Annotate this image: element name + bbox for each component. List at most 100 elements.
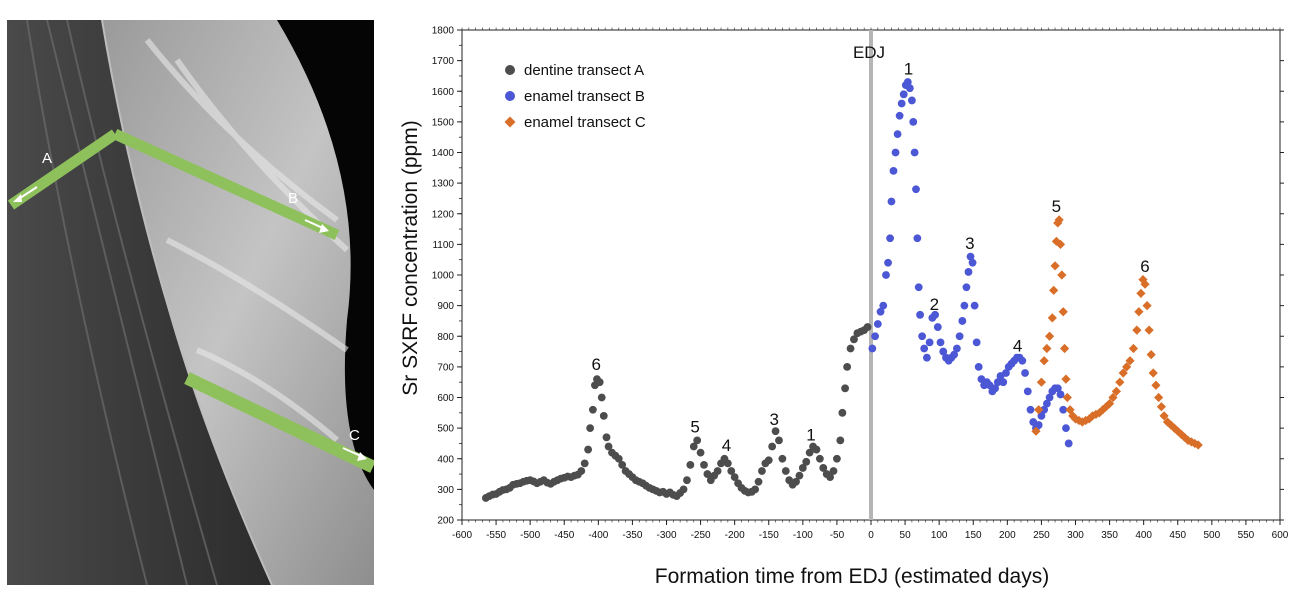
data-point xyxy=(604,442,613,451)
data-point xyxy=(876,307,885,316)
data-point xyxy=(1037,411,1046,420)
data-point xyxy=(850,335,858,344)
data-point xyxy=(1039,356,1049,366)
data-point xyxy=(795,471,804,480)
data-point xyxy=(966,252,975,261)
data-point xyxy=(910,148,919,157)
data-point xyxy=(1049,285,1059,295)
data-point xyxy=(599,411,608,420)
data-point xyxy=(958,317,967,325)
data-point xyxy=(683,476,691,485)
data-point xyxy=(618,460,627,469)
data-point xyxy=(758,467,766,475)
data-point xyxy=(781,467,790,475)
peak-label: 2 xyxy=(930,295,939,314)
peak-annotations: 1 2 3 4 5 6 6 5 4 3 1 xyxy=(592,59,1150,455)
y-axis-title: Sr SXRF concentration (ppm) xyxy=(399,120,422,395)
data-point xyxy=(703,470,712,478)
data-point xyxy=(972,338,981,347)
x-tick-label: 550 xyxy=(1238,530,1255,541)
data-point xyxy=(1044,331,1055,341)
data-point xyxy=(1104,399,1115,409)
x-tick-label: -300 xyxy=(656,530,676,541)
data-point xyxy=(1002,369,1010,377)
data-point xyxy=(1134,307,1144,317)
legend: dentine transect A enamel transect B ename… xyxy=(504,62,646,131)
y-tick-label: 800 xyxy=(437,332,454,343)
transect-b-label: B xyxy=(288,190,298,207)
data-point xyxy=(1064,439,1073,448)
data-point xyxy=(1062,392,1072,403)
data-point xyxy=(955,332,964,341)
y-tick-label: 1300 xyxy=(432,179,455,190)
x-tick-label: -250 xyxy=(691,530,711,541)
x-tick-label: -150 xyxy=(759,530,779,541)
data-point xyxy=(893,130,902,139)
data-point xyxy=(1053,384,1062,393)
data-point xyxy=(841,384,849,393)
data-point xyxy=(868,344,877,353)
x-tick-label: -500 xyxy=(520,530,540,541)
legend-label: dentine transect A xyxy=(524,62,644,79)
data-point xyxy=(1034,421,1043,429)
peak-label: 4 xyxy=(722,436,731,455)
y-tick-label: 600 xyxy=(437,393,454,404)
data-point xyxy=(1136,288,1146,298)
data-point xyxy=(1058,307,1068,317)
data-point xyxy=(1098,405,1108,415)
data-point xyxy=(584,445,593,454)
data-point xyxy=(723,459,732,468)
data-point xyxy=(1125,356,1135,366)
data-point xyxy=(1118,368,1128,378)
transect-a-arrowhead-icon xyxy=(13,194,22,202)
x-axis: -600 -550 -500 -450 -400 -350 -300 -250 -200 -150… xyxy=(452,27,1289,541)
data-point xyxy=(689,442,698,451)
data-point xyxy=(833,454,841,463)
data-point xyxy=(952,344,961,353)
x-tick-label: -550 xyxy=(486,530,506,541)
peak-label: 5 xyxy=(1052,197,1061,216)
y-tick-label: 1700 xyxy=(432,56,455,67)
data-point xyxy=(933,323,942,331)
data-point xyxy=(970,301,979,310)
data-point xyxy=(960,301,969,310)
data-point xyxy=(614,454,623,463)
data-point xyxy=(846,344,855,353)
x-tick-label: 50 xyxy=(900,530,912,541)
data-point xyxy=(931,310,939,319)
data-point xyxy=(908,96,916,105)
data-point xyxy=(1045,393,1054,402)
data-series xyxy=(481,78,1203,502)
data-point xyxy=(1140,279,1150,289)
transect-b-bar xyxy=(112,128,340,241)
edj-reference: EDJ xyxy=(853,30,885,520)
data-point xyxy=(1159,411,1169,421)
data-point xyxy=(1062,424,1070,433)
data-point xyxy=(991,384,999,393)
x-tick-label: 400 xyxy=(1135,530,1152,541)
legend-label: enamel transect B xyxy=(524,88,645,105)
data-point xyxy=(1193,440,1203,450)
x-tick-label: 450 xyxy=(1169,530,1186,541)
data-point xyxy=(936,338,945,347)
data-point xyxy=(939,347,948,356)
data-point xyxy=(597,393,606,402)
x-tick-label: 300 xyxy=(1067,530,1084,541)
data-point xyxy=(1144,325,1154,335)
data-point xyxy=(968,258,977,267)
transect-c-bar xyxy=(184,372,374,473)
data-point xyxy=(1056,390,1065,399)
data-point xyxy=(1111,386,1121,396)
data-point xyxy=(918,332,927,341)
data-point xyxy=(884,258,892,267)
data-point xyxy=(999,378,1008,387)
x-tick-label: 150 xyxy=(965,530,982,541)
transect-a-label: A xyxy=(42,150,52,167)
x-tick-label: -600 xyxy=(452,530,472,541)
y-tick-label: 1200 xyxy=(432,209,455,220)
data-point xyxy=(1050,261,1060,271)
data-point xyxy=(754,477,763,486)
data-point xyxy=(775,436,783,445)
data-point xyxy=(700,460,708,469)
peak-label: 3 xyxy=(965,234,974,253)
